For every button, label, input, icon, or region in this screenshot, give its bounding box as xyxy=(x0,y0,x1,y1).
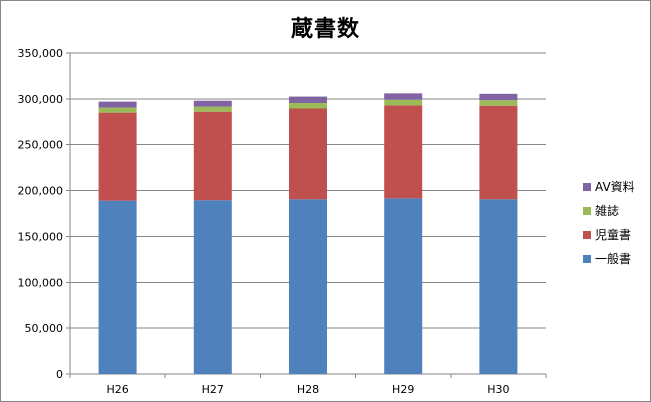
bar-segment xyxy=(384,105,423,199)
legend-swatch xyxy=(583,255,591,263)
chart-title: 蔵書数 xyxy=(290,17,360,42)
y-tick-label: 250,000 xyxy=(18,139,64,152)
legend-swatch xyxy=(583,207,591,215)
bar-segment xyxy=(479,93,518,101)
y-tick-label: 350,000 xyxy=(18,47,64,60)
y-tick-label: 50,000 xyxy=(25,322,64,335)
legend-label: 雑誌 xyxy=(595,203,619,218)
legend-swatch xyxy=(583,183,591,191)
bar-segment xyxy=(193,111,232,201)
legend-label: 一般書 xyxy=(595,251,631,266)
bar-segment xyxy=(384,93,423,100)
bar-segment xyxy=(193,100,232,107)
bar-segment xyxy=(98,101,137,108)
y-tick-label: 0 xyxy=(56,368,63,381)
x-tick-label: H30 xyxy=(487,383,509,396)
y-tick-label: 150,000 xyxy=(18,230,64,243)
bar-segment xyxy=(98,107,137,113)
x-tick-label: H29 xyxy=(392,383,414,396)
y-tick-label: 300,000 xyxy=(18,93,64,106)
y-tick-label: 100,000 xyxy=(18,276,64,289)
bar-segment xyxy=(384,198,423,374)
x-tick-label: H26 xyxy=(106,383,128,396)
bar-segment xyxy=(98,112,137,201)
legend-label: 児童書 xyxy=(595,227,631,242)
bar-segment xyxy=(384,99,423,106)
legend-swatch xyxy=(583,231,591,239)
bar-segment xyxy=(193,106,232,112)
bar-segment xyxy=(479,100,518,106)
bar-segment xyxy=(289,108,327,200)
bar-segment xyxy=(289,102,327,109)
legend-label: AV資料 xyxy=(595,180,635,194)
bar-segment xyxy=(193,200,232,374)
x-tick-label: H27 xyxy=(202,383,224,396)
bar-segment xyxy=(289,199,327,374)
bar-segment xyxy=(479,105,518,200)
bar-segment xyxy=(98,200,137,374)
y-tick-label: 200,000 xyxy=(18,185,64,198)
bar-segment xyxy=(289,96,327,103)
bar-segment xyxy=(479,199,518,374)
x-tick-label: H28 xyxy=(297,383,319,396)
